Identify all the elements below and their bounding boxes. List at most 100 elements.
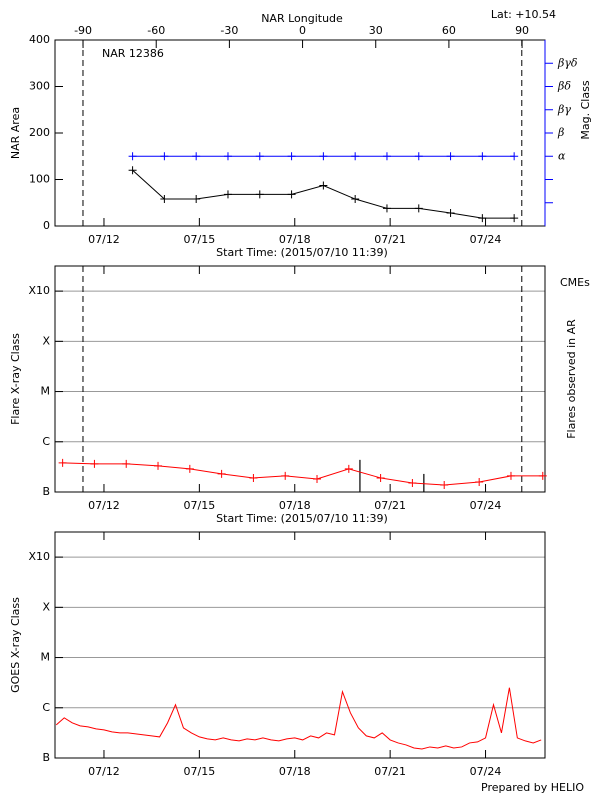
legend-entry: CMEs (560, 276, 590, 289)
y2-axis-title: Mag. Class (579, 80, 592, 139)
y-axis-title: Flare X-ray Class (9, 333, 22, 425)
x2-tick-label: 90 (515, 24, 529, 37)
point-marker (217, 469, 226, 478)
point-marker (313, 474, 322, 483)
x2-tick-label: -30 (220, 24, 238, 37)
y-tick-label: B (42, 751, 50, 764)
point-marker (414, 152, 423, 161)
point-marker (408, 478, 417, 487)
plot-frame (54, 265, 546, 493)
x-tick-label: 07/12 (88, 233, 120, 246)
point-marker (281, 471, 290, 480)
y-tick-label: X10 (28, 284, 50, 297)
point-marker (255, 190, 264, 199)
point-marker (382, 204, 391, 213)
point-marker (319, 181, 328, 190)
y-tick-label: 0 (43, 219, 50, 232)
point-marker (446, 208, 455, 217)
y2-tick-label: βγ (557, 103, 571, 116)
point-marker (192, 152, 201, 161)
plot-frame (54, 39, 546, 227)
x-tick-label: 07/24 (470, 765, 502, 778)
point-marker (249, 473, 258, 482)
latitude: Lat: +10.54 (491, 8, 556, 21)
x2-tick-label: -90 (74, 24, 92, 37)
point-marker (382, 152, 391, 161)
x-tick-label: 07/21 (374, 765, 406, 778)
y-tick-label: C (42, 435, 50, 448)
point-marker (90, 459, 99, 468)
x-tick-label: 07/15 (184, 499, 216, 512)
plot-frame (54, 531, 546, 759)
point-marker (351, 152, 360, 161)
point-marker (344, 464, 353, 473)
x2-tick-label: 60 (442, 24, 456, 37)
y2-tick-label: βγδ (557, 56, 578, 69)
y2-tick-label: α (558, 149, 566, 162)
y2-tick-label: βδ (557, 80, 571, 93)
x2-tick-label: 0 (299, 24, 306, 37)
y-axis-title: NAR Area (9, 107, 22, 159)
series-line (55, 687, 542, 750)
point-marker (160, 195, 169, 204)
point-marker (446, 152, 455, 161)
point-marker (510, 152, 519, 161)
x-tick-label: 07/18 (279, 765, 311, 778)
y-tick-label: X (42, 600, 50, 613)
x-tick-label: 07/12 (88, 499, 120, 512)
x-tick-label: 07/15 (184, 765, 216, 778)
y-tick-label: M (41, 651, 51, 664)
x-tick-label: 07/24 (470, 233, 502, 246)
x-axis-title: Start Time: (2015/07/10 11:39) (216, 512, 388, 525)
x-tick-label: 07/18 (279, 233, 311, 246)
point-marker (185, 464, 194, 473)
y-tick-label: M (41, 385, 51, 398)
point-marker (287, 190, 296, 199)
y-tick-label: X10 (28, 550, 50, 563)
y2-axis-title: Flares observed in AR (565, 319, 578, 439)
point-marker (255, 152, 264, 161)
y-axis-title: GOES X-ray Class (9, 597, 22, 693)
point-marker (319, 152, 328, 161)
x2-tick-label: -60 (147, 24, 165, 37)
point-marker (192, 195, 201, 204)
point-marker (160, 152, 169, 161)
x-tick-label: 07/21 (374, 233, 406, 246)
point-marker (510, 214, 519, 223)
y-tick-label: 300 (29, 80, 50, 93)
y-tick-label: 200 (29, 126, 50, 139)
x-tick-label: 07/21 (374, 499, 406, 512)
y-tick-label: 100 (29, 173, 50, 186)
point-marker (414, 204, 423, 213)
x-tick-label: 07/15 (184, 233, 216, 246)
point-marker (128, 166, 137, 175)
point-marker (128, 152, 137, 161)
point-marker (154, 461, 163, 470)
point-marker (223, 152, 232, 161)
y-tick-label: X (42, 334, 50, 347)
x-tick-label: 07/24 (470, 499, 502, 512)
point-marker (122, 459, 131, 468)
point-marker (287, 152, 296, 161)
y-tick-label: B (42, 485, 50, 498)
point-marker (478, 214, 487, 223)
series-line (62, 462, 543, 486)
x2-axis-title: NAR Longitude (261, 12, 343, 25)
y-tick-label: C (42, 701, 50, 714)
x2-tick-label: 30 (369, 24, 383, 37)
point-marker (475, 477, 484, 486)
y2-tick-label: β (557, 126, 564, 139)
x-tick-label: 07/12 (88, 765, 120, 778)
series-line (132, 169, 515, 219)
credit: Prepared by HELIO (481, 781, 584, 794)
y-tick-label: 400 (29, 33, 50, 46)
point-marker (538, 471, 547, 480)
chart-title: NAR 12386 (102, 47, 164, 60)
point-marker (376, 473, 385, 482)
point-marker (506, 471, 515, 480)
x-tick-label: 07/18 (279, 499, 311, 512)
point-marker (58, 458, 67, 467)
point-marker (478, 152, 487, 161)
